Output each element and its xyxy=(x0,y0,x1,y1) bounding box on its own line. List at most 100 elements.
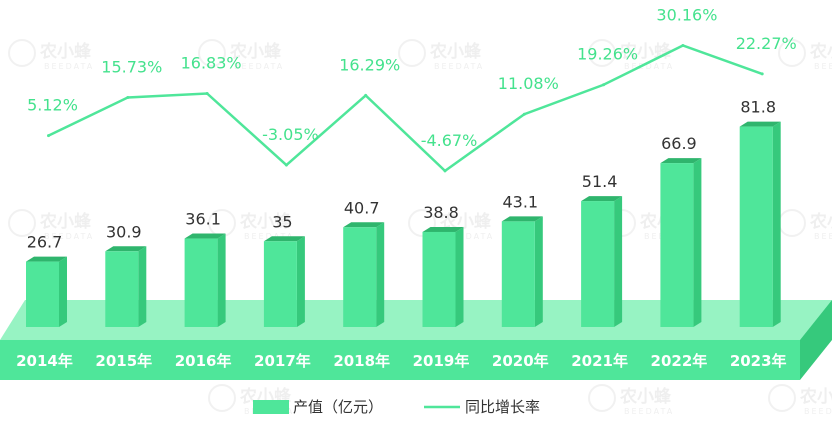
base-side-face xyxy=(800,300,832,380)
watermark-text: 农小蜂 xyxy=(619,386,672,407)
growth-value-label: -4.67% xyxy=(421,131,478,150)
bar-value-label: 51.4 xyxy=(582,172,618,191)
watermark-subtext: BEEDATA xyxy=(814,232,832,241)
growth-value-label: 5.12% xyxy=(27,96,78,115)
growth-value-label: 30.16% xyxy=(656,6,717,25)
bar-top xyxy=(26,256,67,262)
bar-value-label: 35 xyxy=(272,212,292,231)
x-tick-label: 2021年 xyxy=(571,352,628,370)
base-front-face xyxy=(0,340,800,380)
bar-value-label: 38.8 xyxy=(423,203,459,222)
bars xyxy=(26,121,781,327)
bar-side xyxy=(217,233,226,327)
growth-labels: 5.12% 15.73% 16.83% -3.05% 16.29% -4.67% 11.08… xyxy=(27,6,797,150)
watermark-subtext: BEEDATA xyxy=(814,62,832,71)
bar xyxy=(422,231,456,327)
growth-value-label: 22.27% xyxy=(736,34,797,53)
watermark-bee-icon xyxy=(8,209,36,237)
growth-value-label: 15.73% xyxy=(101,57,162,76)
bar-top xyxy=(105,246,147,252)
bar-top xyxy=(422,226,464,232)
bar xyxy=(263,241,297,327)
watermark-text: 农小蜂 xyxy=(799,386,832,407)
bar-top xyxy=(184,233,226,239)
bar-value-label: 40.7 xyxy=(344,198,380,217)
growth-point xyxy=(760,72,764,76)
legend-bar-label: 产值（亿元） xyxy=(293,398,383,416)
growth-value-label: -3.05% xyxy=(262,125,319,144)
growth-value-label: 16.83% xyxy=(181,53,242,72)
bar-value-labels: 26.7 30.9 36.1 35 40.7 38.8 43.1 51.4 66.9 81.8 xyxy=(27,98,776,252)
watermark-bee-icon xyxy=(398,39,426,67)
bar xyxy=(581,201,615,327)
bar-side xyxy=(534,216,543,327)
legend-line-label: 同比增长率 xyxy=(465,398,540,416)
watermark-bee-icon xyxy=(588,39,616,67)
bar-top xyxy=(263,236,305,242)
bar-side xyxy=(376,222,385,327)
growth-point xyxy=(205,91,209,95)
legend-bar-swatch xyxy=(253,400,289,414)
watermark-text: 农小蜂 xyxy=(809,41,832,62)
watermark-text: 农小蜂 xyxy=(439,211,492,232)
bar-side xyxy=(772,121,781,327)
bar-side xyxy=(614,196,623,327)
bar-side xyxy=(59,256,67,327)
watermark-text: 农小蜂 xyxy=(809,211,832,232)
bar-top xyxy=(581,196,623,202)
growth-point xyxy=(522,112,526,116)
watermark-bee-icon xyxy=(778,209,806,237)
bar xyxy=(343,227,377,327)
bar-value-label: 81.8 xyxy=(740,98,776,117)
x-tick-label: 2022年 xyxy=(651,352,708,370)
watermark-bee-icon xyxy=(198,39,226,67)
watermark-subtext: BEEDATA xyxy=(444,232,494,241)
watermark-subtext: BEEDATA xyxy=(244,232,294,241)
bar-top xyxy=(501,216,543,222)
growth-point xyxy=(47,134,50,138)
growth-point xyxy=(364,93,368,97)
growth-value-label: 16.29% xyxy=(339,55,400,74)
bar-top xyxy=(660,158,702,164)
bar xyxy=(501,221,535,327)
watermark-bee-icon xyxy=(778,39,806,67)
x-tick-label: 2017年 xyxy=(254,352,311,370)
growth-line xyxy=(47,44,764,173)
growth-point xyxy=(284,163,288,167)
watermark-text: 农小蜂 xyxy=(429,41,482,62)
bar-side xyxy=(693,158,702,327)
watermark-subtext: BEEDATA xyxy=(234,62,284,71)
growth-point xyxy=(681,44,685,47)
watermark-subtext: BEEDATA xyxy=(804,407,832,416)
legend: 产值（亿元） 同比增长率 xyxy=(253,398,540,416)
watermark-bee-icon xyxy=(768,384,796,412)
bar xyxy=(660,163,694,327)
x-tick-label: 2014年 xyxy=(16,352,73,370)
watermark-subtext: BEEDATA xyxy=(624,62,674,71)
bar xyxy=(26,261,59,327)
x-tick-label: 2015年 xyxy=(95,352,152,370)
watermark-bee-icon xyxy=(408,209,436,237)
bar xyxy=(105,251,139,327)
watermark-subtext: BEEDATA xyxy=(624,407,674,416)
x-tick-label: 2019年 xyxy=(413,352,470,370)
watermark-text: 农小蜂 xyxy=(39,211,92,232)
x-axis-labels: 2014年 2015年 2016年 2017年 2018年 2019年 2020年 2021年… xyxy=(16,352,786,370)
bar-value-label: 36.1 xyxy=(185,210,221,229)
bar xyxy=(739,126,773,327)
bar-side xyxy=(455,226,464,327)
growth-point xyxy=(126,95,130,99)
growth-value-label: 19.26% xyxy=(577,45,638,64)
watermark-bee-icon xyxy=(588,384,616,412)
watermark-bee-icon xyxy=(208,384,236,412)
x-tick-label: 2023年 xyxy=(730,352,787,370)
bar xyxy=(184,238,218,327)
